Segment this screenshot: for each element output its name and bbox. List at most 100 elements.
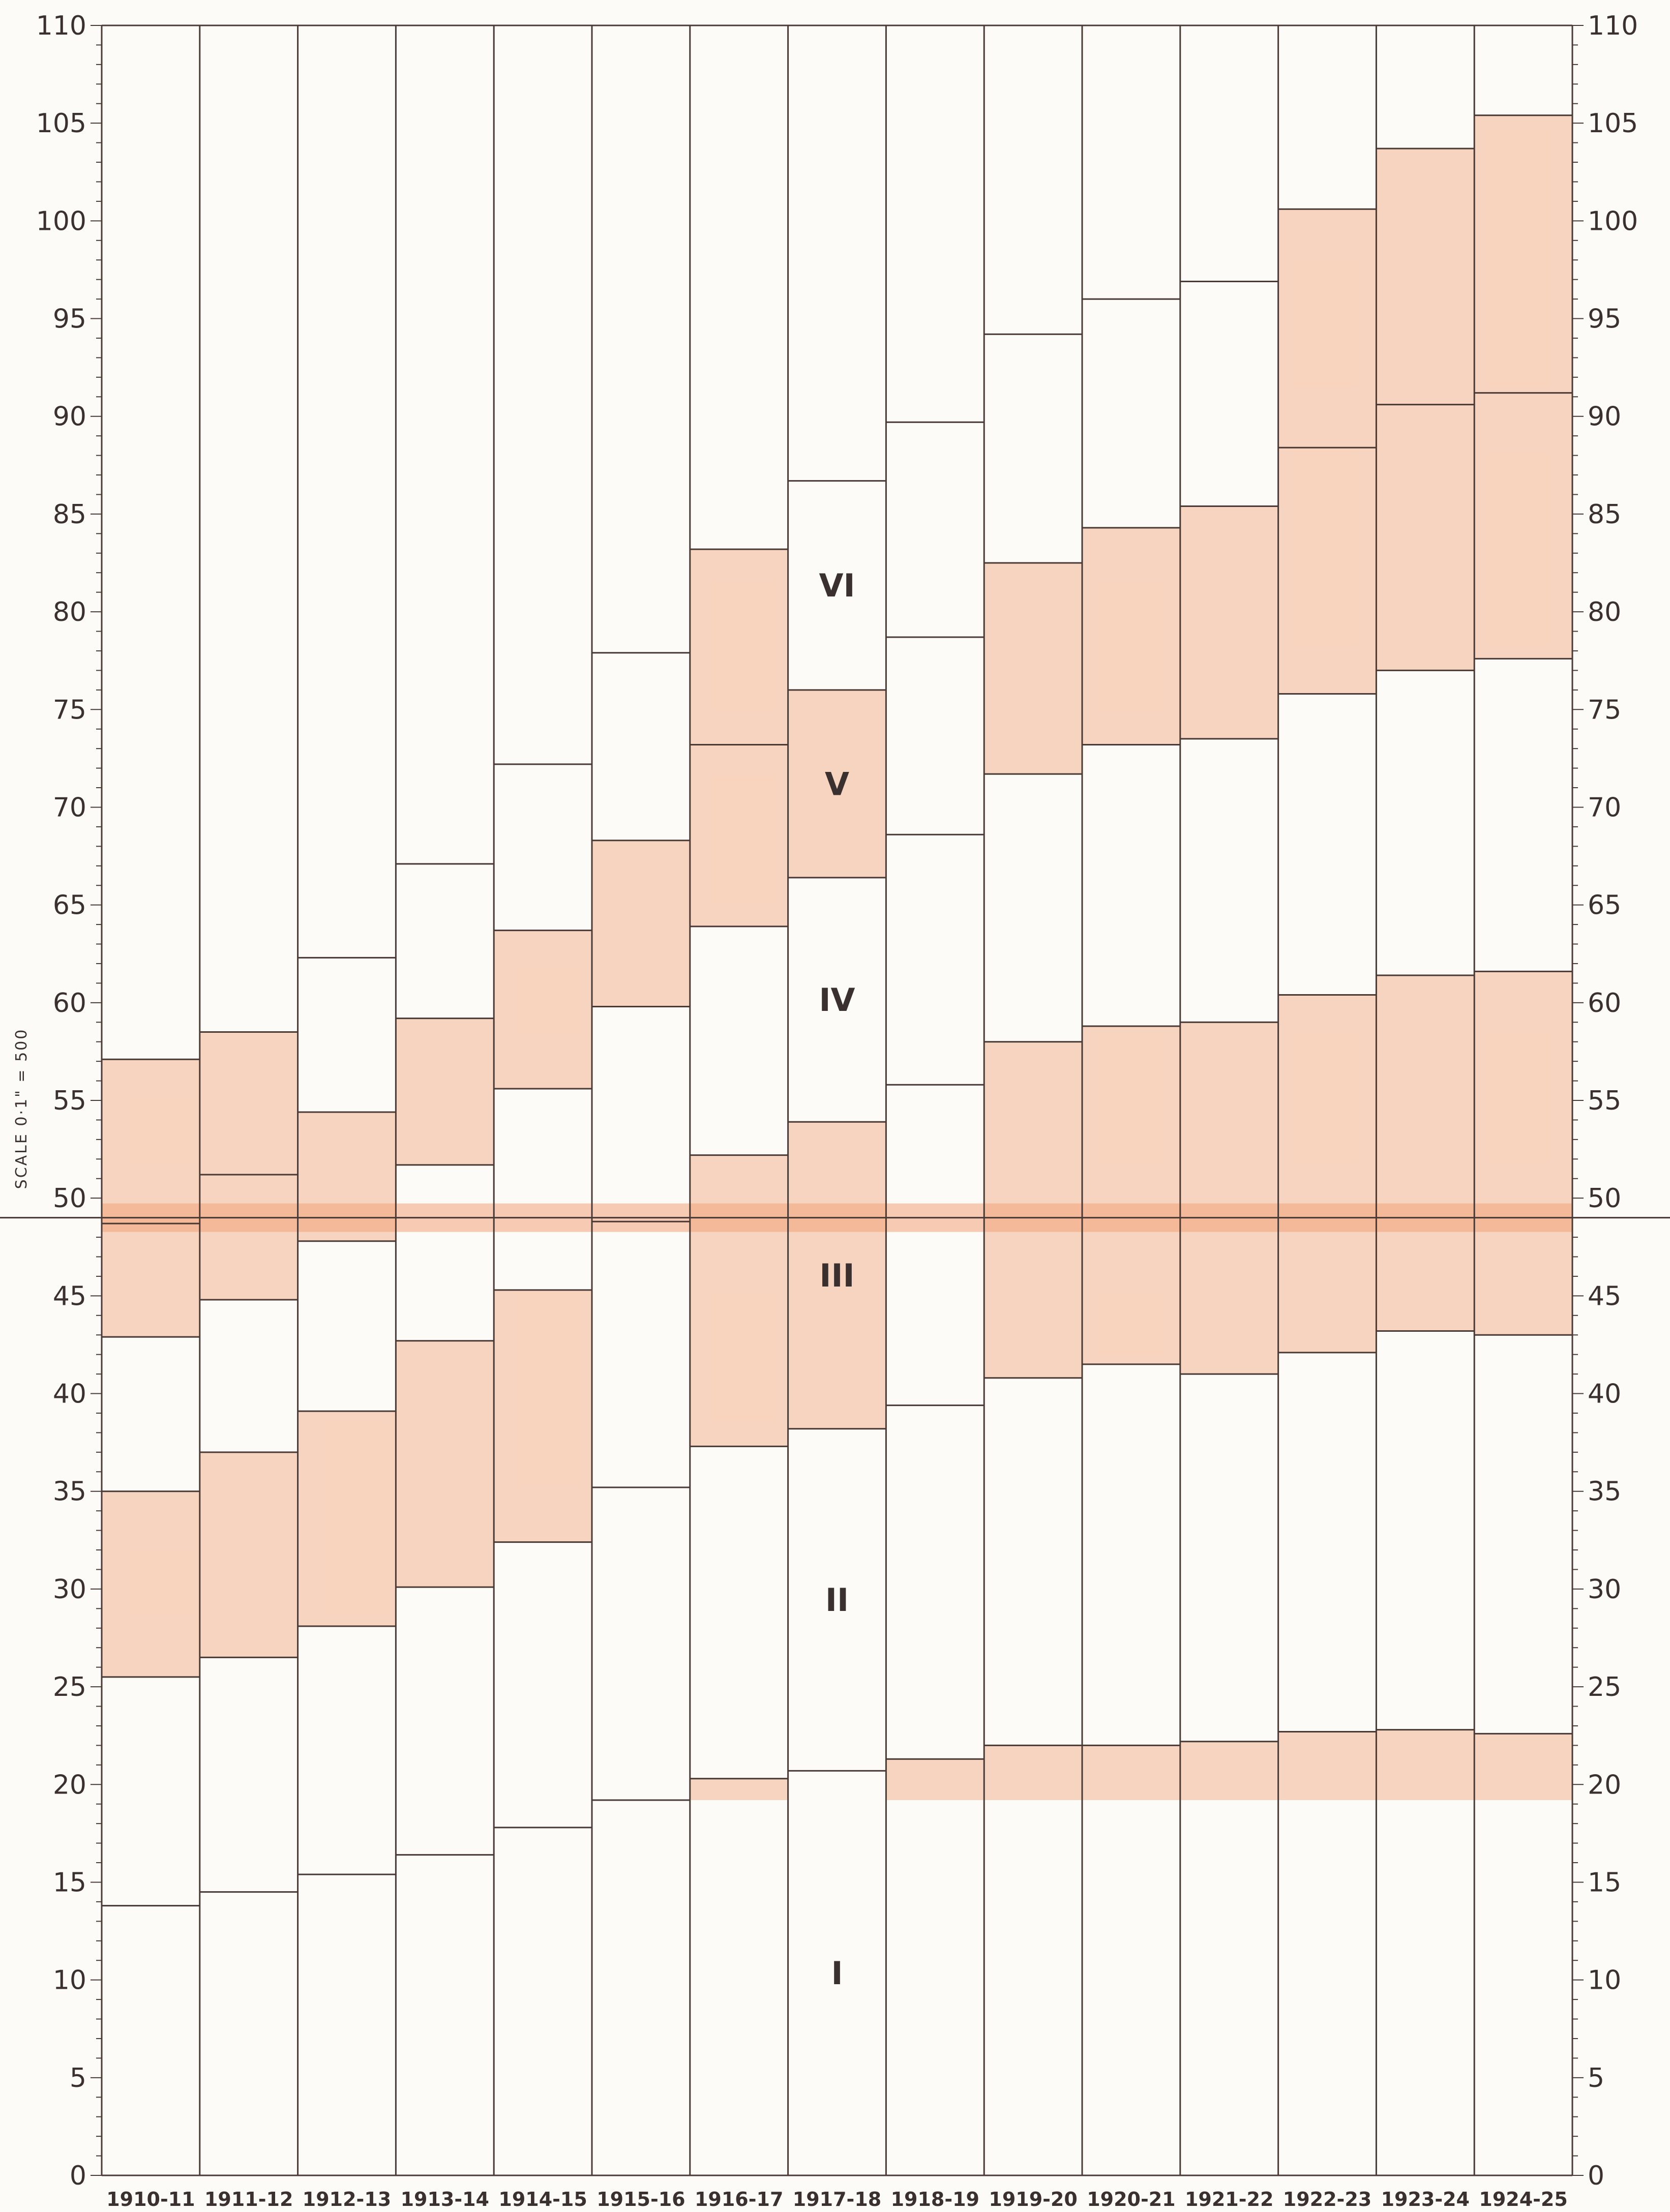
- y-tick-label-right: 80: [1588, 597, 1621, 627]
- shaded-band: [690, 549, 788, 745]
- shaded-band: [1474, 971, 1572, 1335]
- x-category-label: 1921-22: [1185, 2188, 1273, 2210]
- y-tick-label-right: 15: [1588, 1867, 1621, 1898]
- shaded-band: [1180, 1022, 1278, 1374]
- y-tick-label-left: 105: [36, 108, 86, 139]
- y-tick-label-left: 50: [53, 1183, 86, 1214]
- y-tick-label-right: 70: [1588, 792, 1621, 823]
- y-tick-label-left: 110: [36, 11, 86, 41]
- shaded-band: [984, 1745, 1082, 1801]
- x-category-label: 1916-17: [695, 2188, 783, 2210]
- y-tick-label-left: 90: [53, 402, 86, 432]
- y-tick-label-left: 15: [53, 1867, 86, 1898]
- y-tick-label-right: 40: [1588, 1379, 1621, 1410]
- x-category-label: 1913-14: [401, 2188, 489, 2210]
- y-tick-label-left: 55: [53, 1086, 86, 1116]
- shaded-band: [199, 1452, 298, 1658]
- y-tick-label-right: 60: [1588, 988, 1621, 1019]
- group-label: V: [825, 765, 849, 802]
- y-tick-label-right: 75: [1588, 695, 1621, 725]
- x-category-label: 1917-18: [793, 2188, 881, 2210]
- y-tick-label-right: 0: [1588, 2161, 1604, 2191]
- shaded-band: [788, 1122, 886, 1429]
- y-tick-label-right: 65: [1588, 890, 1621, 921]
- bars: [101, 25, 1573, 2175]
- y-tick-label-right: 45: [1588, 1281, 1621, 1311]
- y-tick-label-left: 0: [70, 2161, 86, 2191]
- shaded-band: [396, 1340, 494, 1588]
- shaded-band: [199, 1032, 298, 1300]
- x-category-label: 1922-23: [1283, 2188, 1371, 2210]
- shaded-band: [1474, 1733, 1572, 1801]
- y-tick-label-right: 85: [1588, 499, 1621, 530]
- shaded-bands: [102, 115, 1572, 1801]
- y-tick-label-right: 105: [1588, 108, 1638, 139]
- y-tick-label-left: 75: [53, 695, 86, 725]
- y-tick-label-right: 90: [1588, 402, 1621, 432]
- y-tick-label-right: 5: [1588, 2063, 1604, 2094]
- x-category-label: 1923-24: [1381, 2188, 1470, 2210]
- shaded-band: [1278, 447, 1377, 694]
- group-label: I: [831, 1955, 843, 1992]
- x-category-label: 1912-13: [303, 2188, 391, 2210]
- y-tick-label-left: 95: [53, 304, 86, 335]
- shaded-band: [592, 840, 690, 1007]
- y-tick-label-right: 110: [1588, 11, 1638, 41]
- group-label: III: [819, 1257, 854, 1294]
- shaded-band: [1180, 506, 1278, 739]
- x-category-label: 1910-11: [106, 2188, 195, 2210]
- y-tick-label-left: 20: [53, 1770, 86, 1800]
- shaded-band: [1082, 1026, 1180, 1364]
- y-tick-label-right: 10: [1588, 1965, 1621, 1996]
- shaded-band: [1180, 1741, 1278, 1801]
- y-tick-label-right: 50: [1588, 1183, 1621, 1214]
- shaded-band: [984, 563, 1082, 774]
- shaded-band: [102, 1491, 200, 1677]
- shaded-band: [1376, 1729, 1475, 1801]
- y-tick-label-left: 85: [53, 499, 86, 530]
- x-category-label: 1915-16: [597, 2188, 685, 2210]
- y-tick-label-right: 30: [1588, 1574, 1621, 1605]
- shaded-band: [886, 1759, 985, 1801]
- y-tick-label-right: 35: [1588, 1477, 1621, 1507]
- shaded-band: [1376, 975, 1475, 1331]
- x-category-label: 1914-15: [498, 2188, 587, 2210]
- shaded-band: [297, 1411, 396, 1626]
- group-label: IV: [819, 981, 855, 1019]
- y-tick-label-left: 5: [70, 2063, 86, 2094]
- shaded-band: [1278, 209, 1377, 448]
- shaded-band: [690, 1778, 788, 1801]
- group-label: VI: [819, 567, 855, 604]
- shaded-band: [1376, 148, 1475, 405]
- y-tick-label-left: 45: [53, 1281, 86, 1311]
- y-tick-label-right: 25: [1588, 1672, 1621, 1702]
- x-category-labels: 1910-11 1911-12 1912-13 1913-14 1914-15 1915-…: [106, 2188, 1568, 2210]
- y-tick-label-left: 25: [53, 1672, 86, 1702]
- shaded-band: [494, 930, 592, 1089]
- y-tick-label-right: 100: [1588, 206, 1638, 236]
- shaded-band: [690, 1155, 788, 1447]
- shaded-band: [788, 690, 886, 878]
- y-tick-label-left: 10: [53, 1965, 86, 1996]
- shaded-band: [690, 744, 788, 926]
- shaded-band: [1278, 1731, 1377, 1801]
- y-tick-label-left: 35: [53, 1477, 86, 1507]
- x-category-label: 1918-19: [891, 2188, 979, 2210]
- group-label: II: [825, 1581, 849, 1619]
- reference-line-group: [0, 1203, 1670, 1232]
- shaded-band: [396, 1018, 494, 1165]
- y-tick-label-right: 55: [1588, 1086, 1621, 1116]
- y-tick-label-left: 40: [53, 1379, 86, 1410]
- x-category-label: 1924-25: [1479, 2188, 1567, 2210]
- shaded-band: [1376, 404, 1475, 671]
- y-tick-label-left: 100: [36, 206, 86, 236]
- x-category-label: 1919-20: [989, 2188, 1077, 2210]
- scale-note: SCALE 0·1" = 500: [13, 1028, 31, 1189]
- y-tick-label-left: 60: [53, 988, 86, 1019]
- y-tick-label-right: 95: [1588, 304, 1621, 335]
- y-tick-label-left: 30: [53, 1574, 86, 1605]
- shaded-band: [102, 1059, 200, 1337]
